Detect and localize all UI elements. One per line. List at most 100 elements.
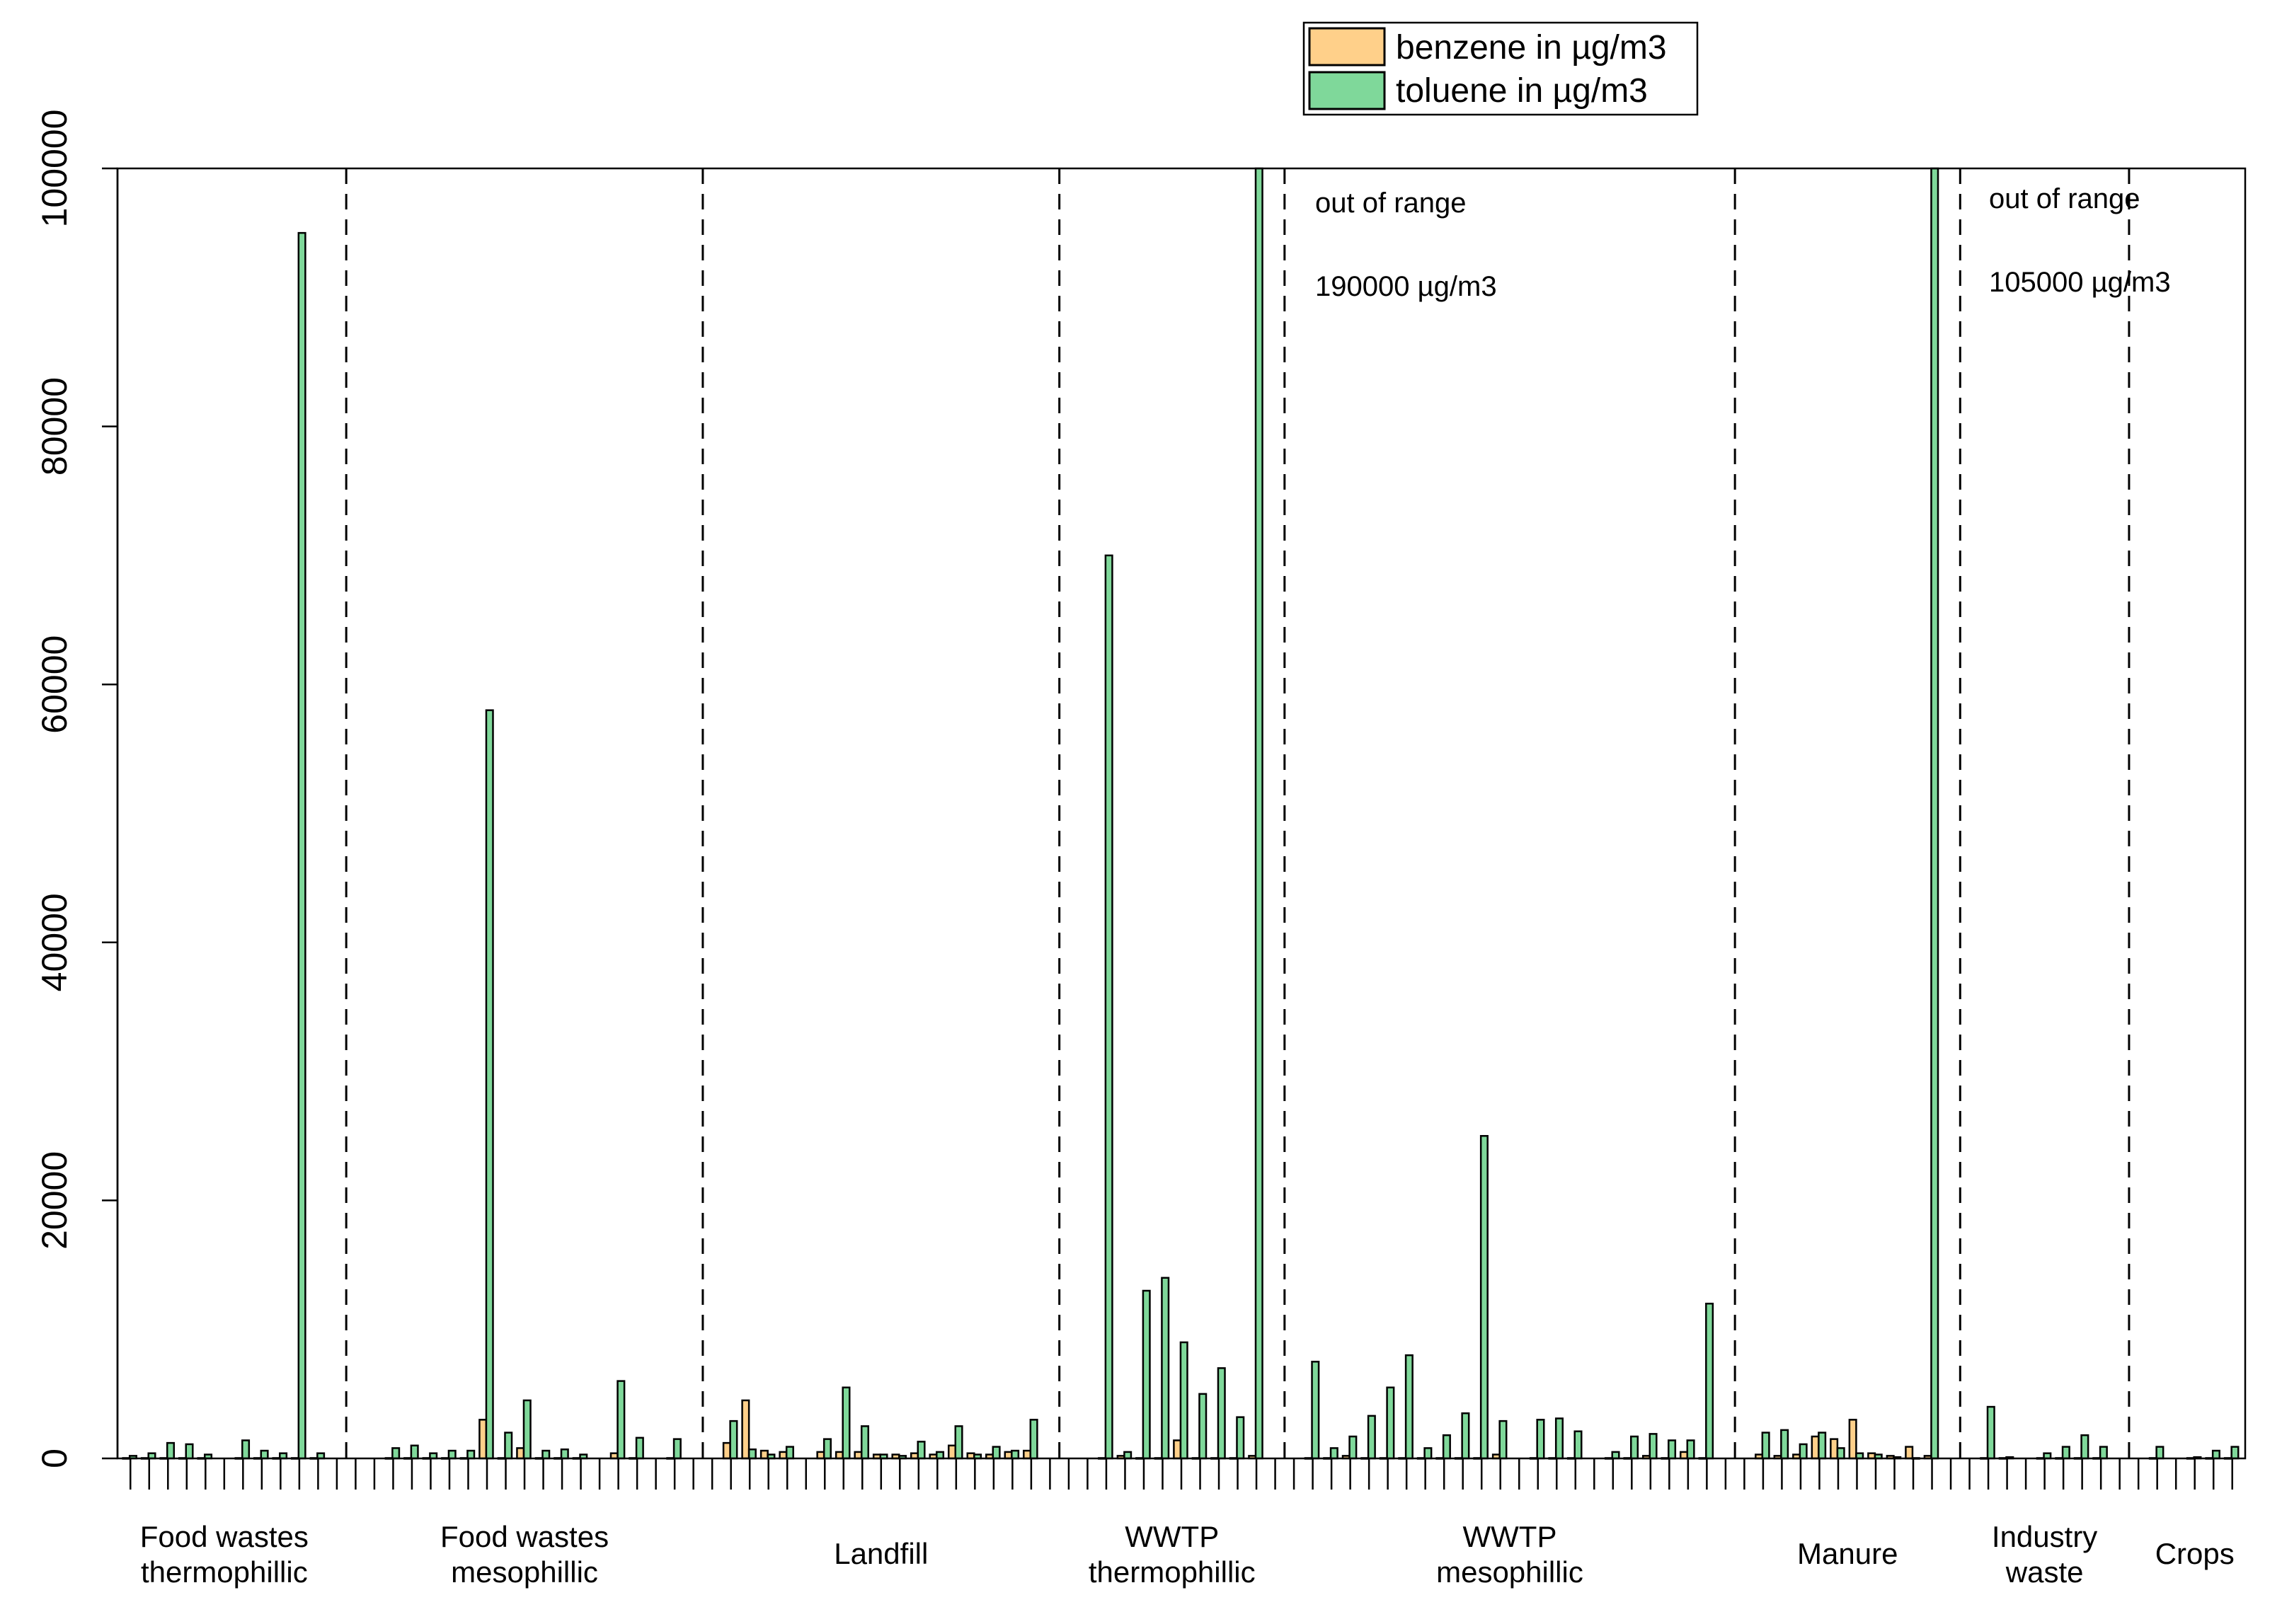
legend-label-toluene: toluene in µg/m3 <box>1396 72 1648 110</box>
bar-toluene <box>391 1447 401 1460</box>
bar-toluene <box>1348 1435 1358 1460</box>
bar-toluene <box>241 1439 251 1460</box>
bar-benzene <box>779 1451 788 1460</box>
bar-toluene <box>1386 1386 1395 1460</box>
bar-toluene <box>785 1446 794 1460</box>
group-label: WWTP <box>1463 1520 1557 1553</box>
bar-toluene <box>1236 1416 1245 1460</box>
group-label: Landfill <box>834 1537 928 1570</box>
bar-toluene <box>672 1438 682 1460</box>
bar-toluene <box>297 231 306 1460</box>
bar-toluene <box>260 1449 269 1460</box>
x-ticks <box>130 1458 2233 1490</box>
bar-toluene <box>1818 1432 1827 1460</box>
bar-benzene <box>1830 1438 1839 1460</box>
bar-toluene <box>185 1443 194 1460</box>
bar-toluene <box>485 709 494 1460</box>
bar-toluene <box>1630 1435 1639 1460</box>
group-label: waste <box>2005 1555 2084 1589</box>
bar-toluene <box>560 1448 569 1460</box>
group-label: Crops <box>2155 1537 2235 1570</box>
y-tick-label: 40000 <box>35 893 74 991</box>
bar-toluene <box>1198 1393 1208 1460</box>
bar-toluene <box>729 1419 738 1460</box>
legend: benzene in µg/m3 toluene in µg/m3 <box>1302 21 1699 116</box>
bar-toluene <box>1649 1433 1658 1460</box>
bar-toluene <box>936 1451 945 1460</box>
bar-benzene <box>1173 1439 1182 1460</box>
bar-toluene <box>1367 1415 1376 1460</box>
bar-toluene <box>2061 1446 2070 1460</box>
bar-toluene <box>447 1449 457 1460</box>
bar-toluene <box>1836 1447 1845 1460</box>
group-label: Food wastes <box>140 1520 309 1553</box>
out-of-range-annotation: out of range <box>1315 188 1467 219</box>
group-label: Industry <box>1992 1520 2097 1553</box>
bars <box>122 167 2240 1460</box>
group-label: WWTP <box>1125 1520 1219 1553</box>
bar-toluene <box>2230 1446 2240 1460</box>
bar-toluene <box>1686 1439 1695 1460</box>
bar-toluene <box>1668 1439 1677 1460</box>
legend-label-benzene: benzene in µg/m3 <box>1396 29 1667 67</box>
bar-toluene <box>1479 1135 1489 1460</box>
legend-swatch-toluene <box>1308 71 1386 110</box>
bar-benzene <box>1680 1451 1689 1460</box>
out-of-range-annotation: 105000 µg/m3 <box>1989 267 2171 298</box>
y-tick-label: 100000 <box>35 110 74 228</box>
bar-toluene <box>1161 1277 1170 1460</box>
bar-toluene <box>1329 1447 1338 1460</box>
bar-toluene <box>1011 1449 1020 1460</box>
bar-benzene <box>1848 1419 1857 1460</box>
bar-benzene <box>759 1449 769 1460</box>
bar-toluene <box>1930 167 1939 1460</box>
plot-frame <box>116 167 2247 1460</box>
bar-toluene <box>1404 1354 1414 1460</box>
bar-toluene <box>541 1449 551 1460</box>
bar-toluene <box>1217 1367 1226 1460</box>
bar-toluene <box>1311 1361 1320 1460</box>
group-label: mesophillic <box>1436 1555 1583 1589</box>
bar-toluene <box>860 1425 870 1460</box>
bar-toluene <box>1498 1419 1508 1460</box>
out-of-range-annotation: 190000 µg/m3 <box>1315 271 1497 302</box>
bar-toluene <box>1705 1302 1714 1460</box>
bar-benzene <box>854 1451 863 1460</box>
bar-toluene <box>1986 1405 1995 1460</box>
legend-swatch-benzene <box>1308 27 1386 67</box>
bar-toluene <box>1142 1289 1151 1460</box>
bar-toluene <box>2080 1434 2089 1460</box>
group-label: Manure <box>1797 1537 1898 1570</box>
bar-toluene <box>1104 554 1113 1460</box>
bar-toluene <box>410 1444 419 1460</box>
bar-benzene <box>516 1447 525 1460</box>
bar-toluene <box>992 1446 1001 1460</box>
bar-toluene <box>917 1441 926 1460</box>
bar-toluene <box>1799 1443 1808 1460</box>
group-label: mesophillic <box>451 1555 598 1589</box>
y-tick-label: 0 <box>35 1449 74 1468</box>
bar-toluene <box>1611 1451 1620 1460</box>
bar-toluene <box>2099 1446 2108 1460</box>
bar-toluene <box>1029 1419 1038 1460</box>
bar-toluene <box>1573 1430 1583 1460</box>
bar-toluene <box>1423 1447 1433 1460</box>
bar-toluene <box>522 1399 532 1460</box>
bar-toluene <box>1254 167 1263 1460</box>
bar-benzene <box>1004 1451 1013 1460</box>
bar-toluene <box>747 1448 757 1460</box>
bar-toluene <box>2155 1446 2165 1460</box>
bar-benzene <box>835 1451 844 1460</box>
y-tick-label: 20000 <box>35 1151 74 1250</box>
bar-benzene <box>478 1419 488 1460</box>
bar-toluene <box>1536 1419 1545 1460</box>
bar-toluene <box>1442 1434 1451 1460</box>
bar-toluene <box>954 1425 963 1460</box>
group-label: thermophillic <box>1089 1555 1256 1589</box>
bar-toluene <box>1780 1429 1789 1460</box>
bar-toluene <box>504 1432 513 1460</box>
out-of-range-annotation: out of range <box>1989 183 2140 214</box>
